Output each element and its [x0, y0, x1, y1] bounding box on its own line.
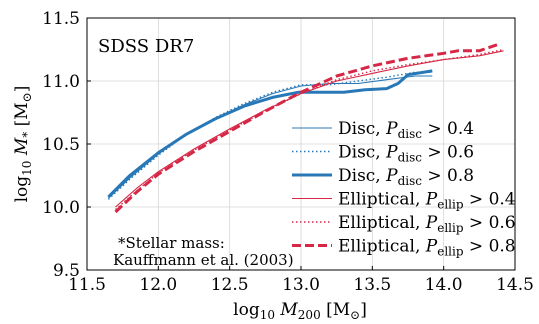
tick-layer: 11.5 12.0 12.5 13.0 13.5 14.0 14.5 9.5 10.0 10.5 1… — [42, 9, 534, 295]
series-line-6 — [114, 43, 499, 214]
y-tick-label: 10.0 — [42, 198, 80, 218]
legend-label: Disc, Pdisc > 0.8 — [338, 166, 474, 188]
legend-label: Disc, Pdisc > 0.6 — [338, 143, 474, 165]
series-layer — [107, 43, 504, 214]
legend-label: Elliptical, Pellip > 0.8 — [338, 237, 516, 259]
y-axis-label: log10 M* [M⊙] — [12, 86, 34, 203]
legend-item-1: Disc, Pdisc > 0.4 — [292, 119, 474, 141]
panel-label: SDSS DR7 — [98, 36, 194, 57]
annotation-line-1: *Stellar mass: — [118, 234, 225, 252]
y-tick-label: 10.5 — [42, 135, 80, 155]
x-axis-label: log10 M200 [M⊙] — [233, 300, 367, 322]
legend-label: Elliptical, Pellip > 0.6 — [338, 213, 516, 235]
legend-item-6: Elliptical, Pellip > 0.8 — [292, 237, 516, 259]
legend-item-2: Disc, Pdisc > 0.6 — [292, 143, 474, 165]
series-line-3 — [107, 69, 433, 198]
x-tick-label: 14.0 — [425, 275, 463, 295]
legend-label: Elliptical, Pellip > 0.4 — [338, 190, 516, 212]
annotation-line-2: Kauffmann et al. (2003) — [113, 251, 294, 269]
legend-item-5: Elliptical, Pellip > 0.6 — [292, 213, 516, 235]
y-tick-label: 11.0 — [42, 72, 80, 92]
legend-item-4: Elliptical, Pellip > 0.4 — [292, 190, 516, 212]
y-tick-label: 11.5 — [42, 9, 80, 29]
series-line-2 — [107, 71, 433, 200]
x-tick-label: 13.0 — [282, 275, 320, 295]
x-tick-label: 14.5 — [496, 275, 534, 295]
legend-item-3: Disc, Pdisc > 0.8 — [292, 166, 474, 188]
x-tick-label: 12.0 — [139, 275, 177, 295]
y-tick-label: 9.5 — [53, 261, 80, 281]
x-tick-label: 12.5 — [211, 275, 249, 295]
x-tick-label: 13.5 — [353, 275, 391, 295]
legend-label: Disc, Pdisc > 0.4 — [338, 119, 474, 141]
x-tick-label: 11.5 — [68, 275, 106, 295]
